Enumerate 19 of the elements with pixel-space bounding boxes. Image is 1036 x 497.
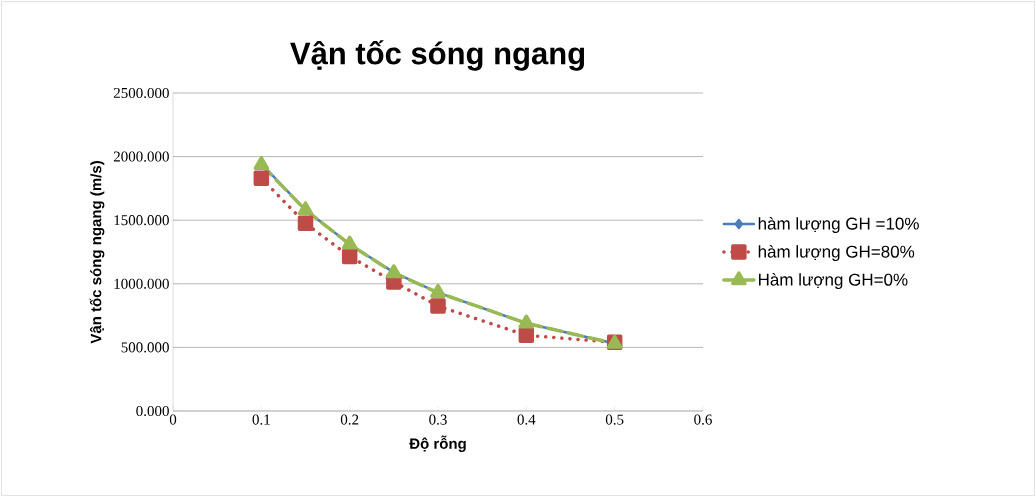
- x-tick-label: 0.1: [252, 414, 270, 425]
- legend-label: Hàm lượng GH=0%: [759, 273, 908, 290]
- y-tick-label: 500.000: [121, 342, 169, 353]
- chart-title: Vận tốc sóng ngang: [290, 40, 585, 71]
- y-tick-label: 1000.000: [114, 278, 169, 289]
- x-tick-label: 0.3: [429, 414, 447, 425]
- x-axis-title: Độ rỗng: [409, 435, 466, 452]
- x-tick-label: 0.6: [694, 414, 712, 425]
- x-tick-label: 0.5: [605, 414, 624, 425]
- y-tick-label: 2000.000: [113, 151, 169, 162]
- legend-label: hàm lượng GH =10%: [758, 216, 919, 234]
- y-tick-label: 1500.000: [114, 215, 169, 226]
- legend-label: hàm lượng GH=80%: [758, 244, 915, 262]
- x-tick-label: 0: [169, 414, 177, 425]
- x-tick-label: 0.2: [340, 414, 359, 425]
- y-tick-label: 0.000: [136, 405, 169, 417]
- y-axis-title: Vận tốc sóng ngang (m/s): [89, 161, 105, 344]
- y-tick-label: 2500.000: [113, 87, 169, 99]
- x-tick-label: 0.4: [517, 414, 536, 425]
